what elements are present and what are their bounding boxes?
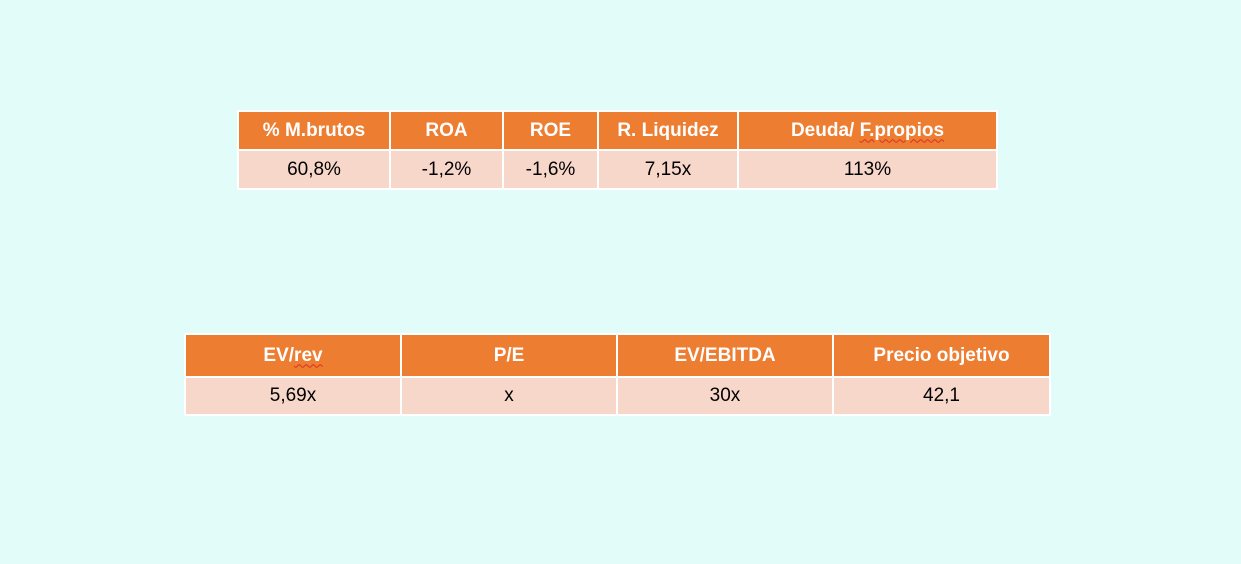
- valuation-header-row: EV/rev P/E EV/EBITDA Precio objetivo: [184, 333, 1051, 378]
- value-margen-bruto: 60,8%: [237, 149, 391, 190]
- valuation-value-row: 5,69x x 30x 42,1: [184, 376, 1051, 416]
- value-ev-rev: 5,69x: [184, 376, 402, 416]
- header-fondos-propios-label: F.propios: [859, 119, 945, 141]
- header-pe: P/E: [400, 333, 618, 378]
- value-precio-objetivo: 42,1: [832, 376, 1051, 416]
- value-pe: x: [400, 376, 618, 416]
- header-ev-label: EV/: [263, 344, 295, 366]
- header-ev-rev: EV/rev: [184, 333, 402, 378]
- ratios-value-row: 60,8% -1,2% -1,6% 7,15x 113%: [237, 149, 998, 190]
- value-deuda-fondos-propios: 113%: [737, 149, 998, 190]
- value-ratio-liquidez: 7,15x: [597, 149, 739, 190]
- valuation-table: EV/rev P/E EV/EBITDA Precio objetivo 5,6…: [184, 333, 1051, 416]
- header-ratio-liquidez: R. Liquidez: [597, 110, 739, 151]
- value-roe: -1,6%: [502, 149, 599, 190]
- header-margen-bruto: % M.brutos: [237, 110, 391, 151]
- header-precio-objetivo: Precio objetivo: [832, 333, 1051, 378]
- header-ev-ebitda: EV/EBITDA: [616, 333, 834, 378]
- header-deuda-fondos-propios: Deuda/ F.propios: [737, 110, 998, 151]
- ratios-header-row: % M.brutos ROA ROE R. Liquidez Deuda/ F.…: [237, 110, 998, 151]
- ratios-table: % M.brutos ROA ROE R. Liquidez Deuda/ F.…: [237, 110, 998, 190]
- header-roe: ROE: [502, 110, 599, 151]
- header-roa: ROA: [389, 110, 504, 151]
- value-ev-ebitda: 30x: [616, 376, 834, 416]
- header-deuda-label: Deuda/: [790, 119, 860, 141]
- value-roa: -1,2%: [389, 149, 504, 190]
- header-rev-label: rev: [294, 344, 323, 366]
